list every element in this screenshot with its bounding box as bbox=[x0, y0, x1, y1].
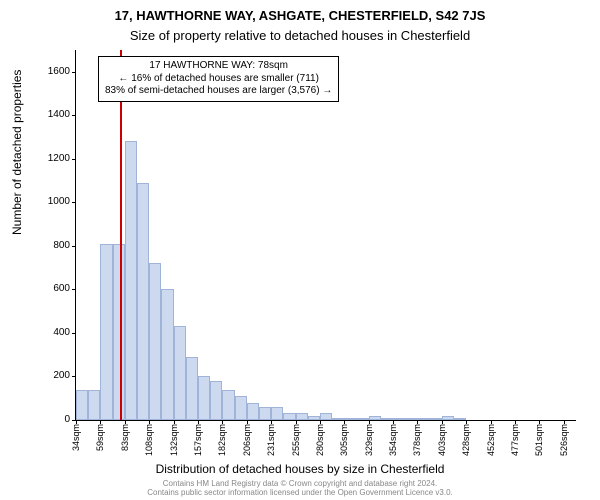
x-tick-label: 501sqm bbox=[535, 420, 544, 456]
x-tick-label: 59sqm bbox=[96, 420, 105, 451]
y-tick-label: 1400 bbox=[48, 110, 76, 120]
x-tick-label: 157sqm bbox=[194, 420, 203, 456]
chart-subtitle: Size of property relative to detached ho… bbox=[0, 28, 600, 43]
x-tick-label: 403sqm bbox=[438, 420, 447, 456]
annotation-box: 17 HAWTHORNE WAY: 78sqm ← 16% of detache… bbox=[98, 56, 339, 102]
y-tick-label: 1200 bbox=[48, 154, 76, 164]
x-tick-label: 206sqm bbox=[243, 420, 252, 456]
y-axis-label: Number of detached properties bbox=[10, 70, 24, 235]
x-tick-label: 354sqm bbox=[389, 420, 398, 456]
histogram-bar bbox=[174, 326, 186, 420]
histogram-bar bbox=[149, 263, 161, 420]
histogram-bar bbox=[247, 403, 259, 420]
y-tick-label: 200 bbox=[53, 371, 76, 381]
y-tick-label: 1600 bbox=[48, 67, 76, 77]
x-tick-label: 477sqm bbox=[511, 420, 520, 456]
histogram-bar bbox=[76, 390, 88, 420]
y-tick-label: 400 bbox=[53, 328, 76, 338]
footer-line1: Contains HM Land Registry data © Crown c… bbox=[0, 479, 600, 489]
histogram-bar bbox=[271, 407, 283, 420]
x-tick-label: 378sqm bbox=[413, 420, 422, 456]
x-tick-label: 255sqm bbox=[292, 420, 301, 456]
histogram-bar bbox=[88, 390, 100, 420]
x-tick-label: 428sqm bbox=[462, 420, 471, 456]
histogram-bar bbox=[222, 390, 234, 420]
histogram-bar bbox=[210, 381, 222, 420]
histogram-plot: 0200400600800100012001400160034sqm59sqm8… bbox=[75, 50, 576, 421]
annotation-line2: ← 16% of detached houses are smaller (71… bbox=[105, 73, 332, 86]
histogram-bar bbox=[137, 183, 149, 420]
x-tick-label: 231sqm bbox=[267, 420, 276, 456]
footer-line2: Contains public sector information licen… bbox=[0, 488, 600, 498]
x-tick-label: 305sqm bbox=[340, 420, 349, 456]
x-tick-label: 108sqm bbox=[145, 420, 154, 456]
x-tick-label: 329sqm bbox=[365, 420, 374, 456]
x-axis-label: Distribution of detached houses by size … bbox=[0, 462, 600, 476]
histogram-bar bbox=[161, 289, 173, 420]
y-tick-label: 600 bbox=[53, 284, 76, 294]
property-marker-line bbox=[120, 50, 122, 420]
histogram-bar bbox=[259, 407, 271, 420]
footer-attribution: Contains HM Land Registry data © Crown c… bbox=[0, 479, 600, 498]
histogram-bar bbox=[186, 357, 198, 420]
histogram-bar bbox=[235, 396, 247, 420]
x-tick-label: 452sqm bbox=[487, 420, 496, 456]
annotation-line1: 17 HAWTHORNE WAY: 78sqm bbox=[105, 60, 332, 73]
x-tick-label: 83sqm bbox=[121, 420, 130, 451]
x-tick-label: 280sqm bbox=[316, 420, 325, 456]
x-tick-label: 526sqm bbox=[560, 420, 569, 456]
y-tick-label: 800 bbox=[53, 241, 76, 251]
chart-title-line1: 17, HAWTHORNE WAY, ASHGATE, CHESTERFIELD… bbox=[0, 8, 600, 23]
histogram-bar bbox=[100, 244, 112, 420]
histogram-bar bbox=[198, 376, 210, 420]
histogram-bar bbox=[125, 141, 137, 420]
x-tick-label: 132sqm bbox=[170, 420, 179, 456]
y-tick-label: 1000 bbox=[48, 197, 76, 207]
x-tick-label: 182sqm bbox=[218, 420, 227, 456]
x-tick-label: 34sqm bbox=[72, 420, 81, 451]
annotation-line3: 83% of semi-detached houses are larger (… bbox=[105, 85, 332, 98]
